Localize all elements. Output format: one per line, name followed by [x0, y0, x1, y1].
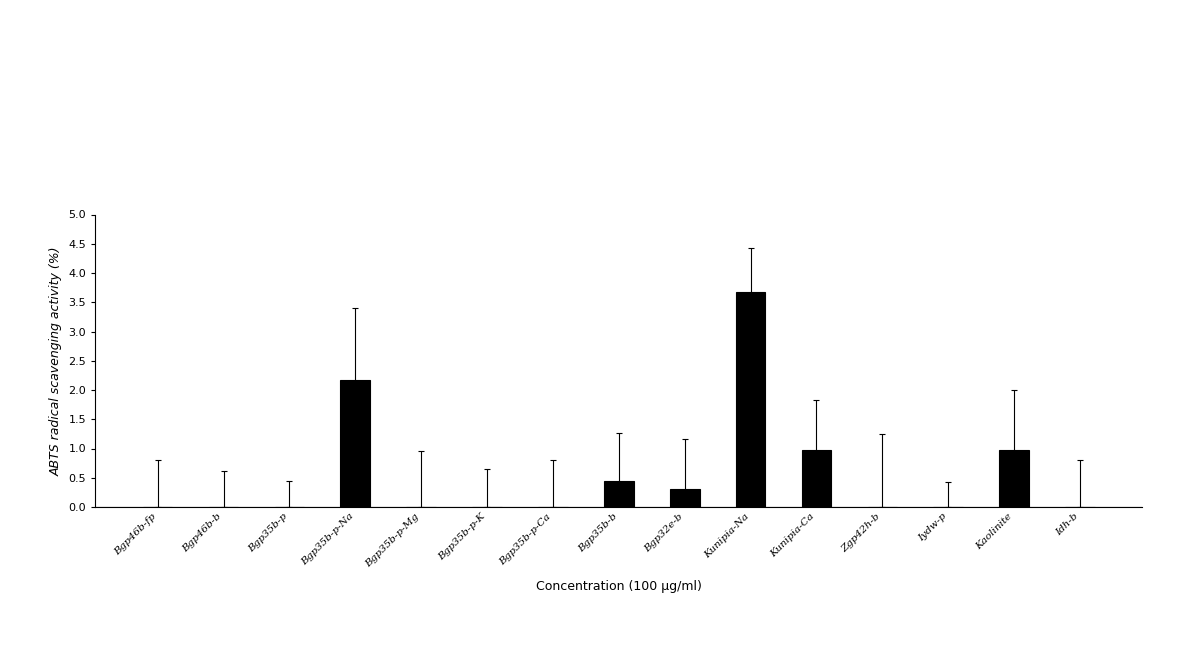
Bar: [340, 380, 370, 507]
Y-axis label: ABTS radical scavenging activity (%): ABTS radical scavenging activity (%): [50, 246, 63, 476]
Bar: [735, 292, 765, 507]
Bar: [1000, 450, 1029, 507]
Bar: [670, 489, 700, 507]
Bar: [802, 450, 832, 507]
Bar: [605, 481, 633, 507]
X-axis label: Concentration (100 μg/ml): Concentration (100 μg/ml): [536, 580, 702, 593]
